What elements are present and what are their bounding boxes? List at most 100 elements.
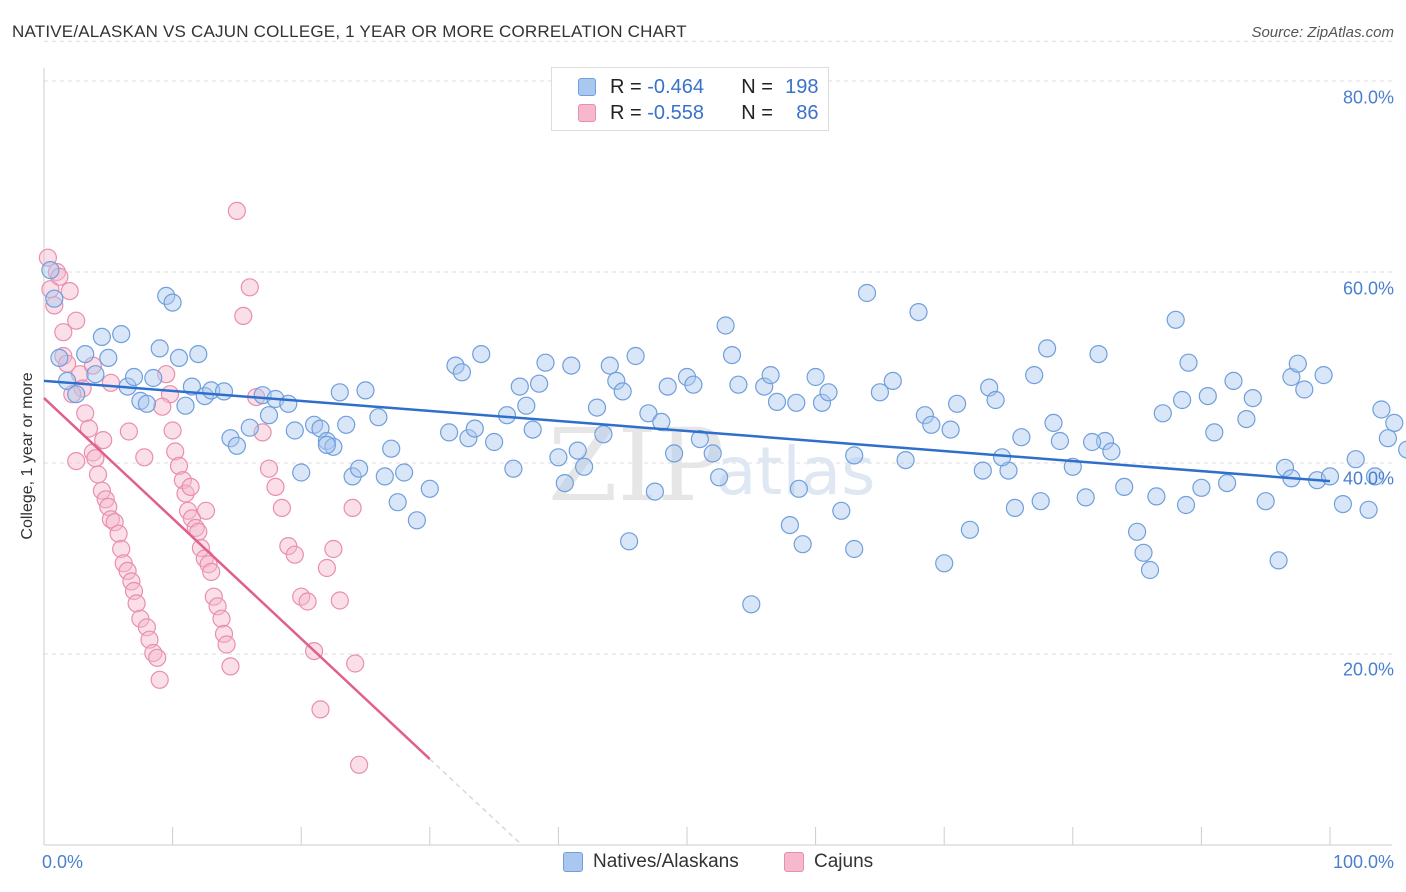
- cajuns-point: [105, 513, 124, 532]
- bottom-legend-label-natives: Natives/Alaskans: [593, 851, 739, 872]
- cajuns-point: [67, 311, 86, 330]
- cajuns-point: [67, 452, 86, 471]
- natives-point: [613, 382, 632, 401]
- cajuns-point: [234, 306, 253, 325]
- cajuns-trend-extension: [429, 758, 521, 844]
- legend-n-label: N =: [741, 101, 779, 124]
- natives-point: [555, 474, 574, 493]
- cajuns-point: [217, 635, 236, 654]
- natives-point: [1012, 428, 1031, 447]
- cajuns-point: [204, 587, 223, 606]
- natives-point: [1346, 450, 1365, 469]
- cajuns-point: [101, 373, 121, 392]
- x-tick-right: 100.0%: [1332, 852, 1394, 872]
- natives-point: [703, 444, 722, 463]
- natives-point: [356, 381, 375, 400]
- natives-point: [619, 532, 639, 551]
- cajuns-point: [272, 498, 291, 517]
- cajuns-point: [127, 594, 146, 613]
- legend-swatch-cajuns: [578, 104, 596, 122]
- natives-point: [870, 383, 890, 402]
- y-tick-80: 80.0%: [1342, 87, 1394, 108]
- natives-point: [472, 345, 491, 364]
- natives-point: [793, 535, 812, 554]
- source-label: Source: ZipAtlas.com: [1251, 24, 1394, 41]
- natives-point: [137, 394, 156, 413]
- cajuns-point: [202, 562, 221, 582]
- natives-point: [1115, 477, 1134, 496]
- natives-point: [150, 339, 169, 358]
- cajuns-point: [166, 442, 185, 461]
- natives-point: [45, 289, 64, 308]
- chart-title: NATIVE/ALASKAN VS CAJUN COLLEGE, 1 YEAR …: [12, 22, 687, 41]
- natives-trend-line: [43, 379, 1331, 483]
- natives-points: [41, 261, 1406, 614]
- legend-row-natives: R = -0.464 N = 198: [578, 74, 819, 100]
- natives-point: [523, 420, 542, 439]
- natives-point: [973, 461, 992, 480]
- cajuns-point: [169, 456, 189, 475]
- natives-point: [452, 363, 471, 382]
- cajuns-point: [346, 654, 365, 673]
- bottom-swatch-natives: [563, 852, 583, 872]
- natives-point: [1127, 522, 1147, 541]
- natives-point: [92, 327, 112, 346]
- natives-point: [664, 444, 684, 463]
- cajuns-point: [79, 419, 99, 438]
- cajuns-point: [240, 278, 259, 297]
- natives-point: [709, 468, 729, 487]
- cajuns-point: [163, 421, 182, 440]
- natives-point: [510, 377, 529, 396]
- natives-point: [1295, 380, 1314, 399]
- bottom-legend-label-cajuns: Cajuns: [814, 851, 874, 872]
- natives-point: [935, 554, 954, 573]
- natives-point: [1044, 413, 1063, 432]
- natives-point: [395, 463, 414, 482]
- legend-r-value-natives: -0.464: [647, 75, 704, 98]
- natives-point: [350, 459, 369, 478]
- natives-point: [1172, 390, 1192, 410]
- y-tick-40: 40.0%: [1342, 468, 1394, 489]
- natives-point: [992, 448, 1012, 467]
- natives-point: [1147, 487, 1166, 506]
- natives-point: [529, 374, 549, 393]
- natives-point: [626, 346, 645, 366]
- natives-point: [124, 367, 144, 387]
- natives-point: [169, 348, 189, 367]
- natives-point: [1385, 413, 1404, 432]
- cajuns-point: [212, 609, 231, 628]
- cajuns-point: [94, 431, 113, 450]
- cajuns-point: [92, 481, 112, 500]
- legend-row-cajuns: R = -0.558 N = 86: [578, 100, 819, 126]
- legend-r-label: R =: [610, 101, 648, 124]
- natives-point: [517, 396, 536, 415]
- cajuns-point: [135, 448, 154, 467]
- natives-point: [819, 383, 838, 402]
- natives-point: [652, 412, 671, 431]
- natives-point: [1237, 410, 1256, 429]
- natives-point: [279, 394, 298, 413]
- natives-point: [607, 371, 626, 390]
- natives-point: [587, 398, 607, 417]
- correlation-legend: R = -0.464 N = 198 R = -0.558 N = 86: [551, 67, 829, 131]
- natives-point: [497, 406, 517, 425]
- bottom-legend-natives: Natives/Alaskans: [563, 851, 739, 873]
- cajuns-point: [298, 592, 317, 611]
- natives-point: [684, 375, 703, 394]
- gridlines: [44, 40, 1392, 655]
- natives-point: [767, 392, 787, 411]
- natives-point: [382, 439, 401, 458]
- cajuns-point: [191, 538, 210, 558]
- y-tick-20: 20.0%: [1342, 659, 1394, 680]
- legend-r-label: R =: [610, 75, 648, 98]
- natives-point: [1037, 339, 1057, 358]
- natives-point: [375, 467, 394, 486]
- cajuns-point: [153, 397, 172, 416]
- natives-point: [189, 345, 208, 364]
- natives-point: [459, 429, 478, 448]
- natives-point: [50, 348, 69, 367]
- natives-point: [1359, 500, 1378, 519]
- bottom-swatch-cajuns: [784, 852, 804, 872]
- natives-point: [446, 356, 465, 375]
- natives-point: [787, 393, 806, 412]
